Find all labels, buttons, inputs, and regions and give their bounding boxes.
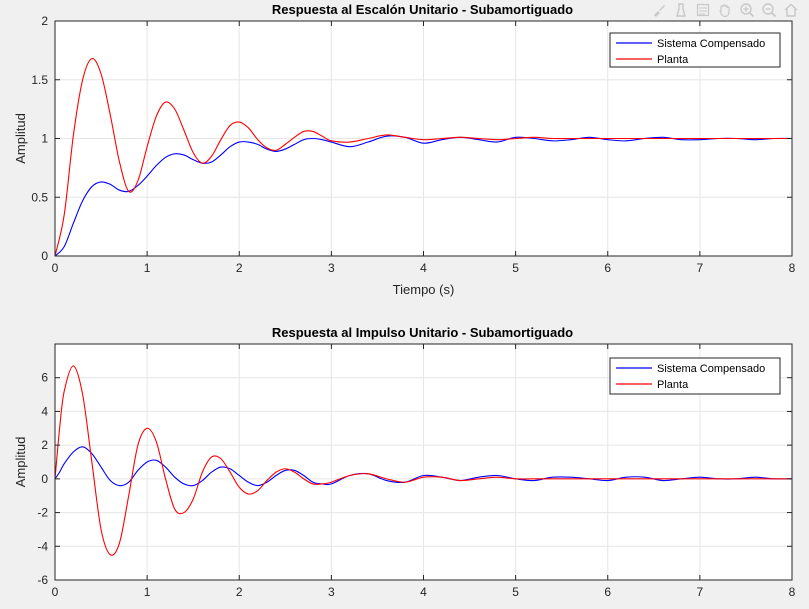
x-tick-label: 1 — [144, 261, 151, 275]
y-tick-label: 1.5 — [31, 73, 48, 87]
y-tick-label: 1 — [41, 132, 48, 146]
x-tick-label: 1 — [144, 585, 151, 599]
x-tick-label: 0 — [52, 261, 59, 275]
chart-2: 0 1 2 3 4 5 6 7 8 -6 -4 -2 0 2 4 6 Respuesta al Impulso … — [13, 325, 796, 599]
x-tick-label: 6 — [604, 261, 611, 275]
legend-box — [609, 357, 781, 395]
legend-entry-label: Planta — [657, 379, 689, 391]
legend-entry-label: Sistema Compensado — [657, 363, 765, 375]
y-axis-label: Amplitud — [13, 113, 28, 164]
pan-hand-icon[interactable] — [714, 0, 735, 20]
y-tick-label: 4 — [41, 404, 48, 418]
x-tick-label: 7 — [697, 261, 704, 275]
x-tick-label: 8 — [789, 585, 796, 599]
axes-toolbar — [648, 0, 801, 20]
brush-icon[interactable] — [648, 0, 669, 20]
legend-entry-label: Planta — [657, 54, 689, 66]
home-icon[interactable] — [780, 0, 801, 20]
x-tick-label: 7 — [697, 585, 704, 599]
zoom-in-icon[interactable] — [736, 0, 757, 20]
x-tick-label: 6 — [604, 585, 611, 599]
y-tick-label: -4 — [37, 539, 48, 553]
legend-entry-label: Sistema Compensado — [657, 38, 765, 50]
x-tick-label: 3 — [328, 261, 335, 275]
datatip-icon[interactable] — [670, 0, 691, 20]
chart-title: Respuesta al Escalón Unitario - Subamort… — [272, 2, 573, 17]
x-tick-label: 3 — [328, 585, 335, 599]
y-tick-label: 0.5 — [31, 190, 48, 204]
y-tick-label: 2 — [41, 438, 48, 452]
x-tick-label: 0 — [52, 585, 59, 599]
y-axis-label: Amplitud — [13, 437, 28, 488]
y-tick-label: 0 — [41, 249, 48, 263]
series-line-planta — [54, 58, 792, 257]
legend-box — [609, 32, 781, 68]
series-line-planta — [54, 365, 792, 556]
y-tick-label: 0 — [41, 472, 48, 486]
x-tick-label: 5 — [512, 585, 519, 599]
x-axis-label: Tiempo (s) — [393, 282, 455, 297]
legend-insert-icon[interactable] — [692, 0, 713, 20]
legend[interactable]: Sistema Compensado Planta — [609, 32, 781, 68]
chart-title: Respuesta al Impulso Unitario - Subamort… — [272, 325, 573, 340]
y-tick-label: 2 — [41, 14, 48, 28]
y-tick-label: -2 — [37, 506, 48, 520]
x-tick-label: 8 — [789, 261, 796, 275]
x-tick-label: 4 — [420, 585, 427, 599]
x-tick-label: 2 — [236, 585, 243, 599]
x-tick-label: 4 — [420, 261, 427, 275]
series-line-sistema-compensado — [54, 135, 793, 257]
y-tick-label: -6 — [37, 573, 48, 587]
x-tick-label: 5 — [512, 261, 519, 275]
x-tick-label: 2 — [236, 261, 243, 275]
legend[interactable]: Sistema Compensado Planta — [609, 357, 781, 395]
y-tick-label: 6 — [41, 371, 48, 385]
chart-1: 0 1 2 3 4 5 6 7 8 0 0.5 1 1.5 2 Respuesta al Escalón U… — [13, 2, 796, 297]
zoom-out-icon[interactable] — [758, 0, 779, 20]
